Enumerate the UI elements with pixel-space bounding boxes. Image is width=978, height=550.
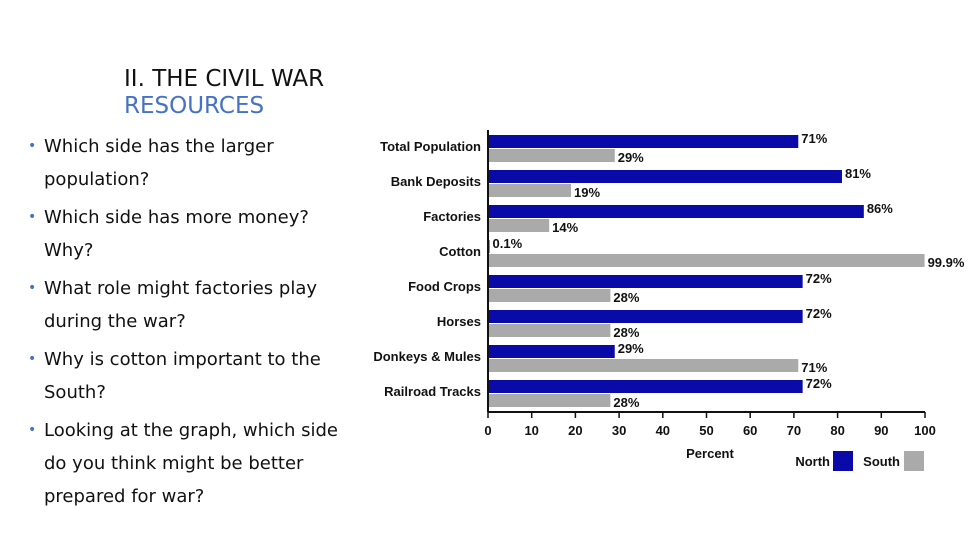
bar-south [488,219,550,232]
data-label-north: 81% [845,166,871,181]
data-label-south: 71% [801,360,827,375]
x-tick-label: 100 [914,423,936,438]
x-tick-label: 60 [743,423,757,438]
category-label: Bank Deposits [391,174,481,189]
data-label-south: 28% [613,325,639,340]
legend-swatch-north [833,451,853,471]
bullet-item: • Looking at the graph, which side do you… [28,414,348,513]
category-label: Factories [423,209,481,224]
data-label-south: 28% [613,395,639,410]
bar-north [488,310,803,323]
x-tick-label: 80 [830,423,844,438]
bullet-icon: • [28,422,37,438]
legend-label-north: North [795,454,830,469]
bullet-text: Which side has more money? Why? [44,207,309,261]
bar-north [488,380,803,393]
data-label-south: 19% [574,185,600,200]
x-tick-label: 90 [874,423,888,438]
bar-north [488,135,799,148]
x-tick-label: 50 [699,423,713,438]
bar-south [488,359,799,372]
data-label-north: 86% [867,201,893,216]
bullet-item: • Which side has more money? Why? [28,201,348,267]
bar-south [488,184,572,197]
bullet-text: Which side has the larger population? [44,136,274,190]
data-label-north: 72% [806,271,832,286]
x-tick-label: 10 [524,423,538,438]
x-tick-label: 30 [612,423,626,438]
x-axis-title: Percent [686,446,734,461]
slide-title: II. THE CIVIL WAR RESOURCES [124,66,324,120]
category-label: Donkeys & Mules [373,349,481,364]
data-label-south: 28% [613,290,639,305]
legend-swatch-south [904,451,924,471]
bar-south [488,149,615,162]
data-label-north: 72% [806,376,832,391]
data-label-south: 99.9% [928,255,965,270]
category-label: Horses [437,314,481,329]
bullet-item: • Which side has the larger population? [28,130,348,196]
bullet-item: • What role might factories play during t… [28,272,348,338]
x-tick-label: 20 [568,423,582,438]
bullet-text: Looking at the graph, which side do you … [44,420,338,507]
data-label-south: 29% [618,150,644,165]
bar-north [488,345,615,358]
subtitle-text: RESOURCES [124,93,265,119]
bullet-icon: • [28,280,37,296]
bullet-text: What role might factories play during th… [44,278,317,332]
x-tick-label: 40 [656,423,670,438]
legend-label-south: South [863,454,900,469]
bar-south [488,324,611,337]
bullet-icon: • [28,351,37,367]
bar-south [488,289,611,302]
bar-south [488,254,925,267]
category-label: Cotton [439,244,481,259]
data-label-north: 72% [806,306,832,321]
x-tick-label: 0 [484,423,491,438]
x-tick-label: 70 [787,423,801,438]
bar-north [488,170,842,183]
question-list: • Which side has the larger population? •… [28,130,348,518]
category-label: Total Population [380,139,481,154]
category-label: Railroad Tracks [384,384,481,399]
title-text: II. THE CIVIL WAR [124,66,325,92]
category-label: Food Crops [408,279,481,294]
bullet-item: • Why is cotton important to the South? [28,343,348,409]
data-label-south: 14% [552,220,578,235]
bar-south [488,394,611,407]
data-label-north: 29% [618,341,644,356]
bullet-text: Why is cotton important to the South? [44,349,321,403]
bar-north [488,205,864,218]
data-label-north: 0.1% [493,236,523,251]
data-label-north: 71% [801,131,827,146]
bullet-icon: • [28,138,37,154]
bullet-icon: • [28,209,37,225]
bar-north [488,275,803,288]
